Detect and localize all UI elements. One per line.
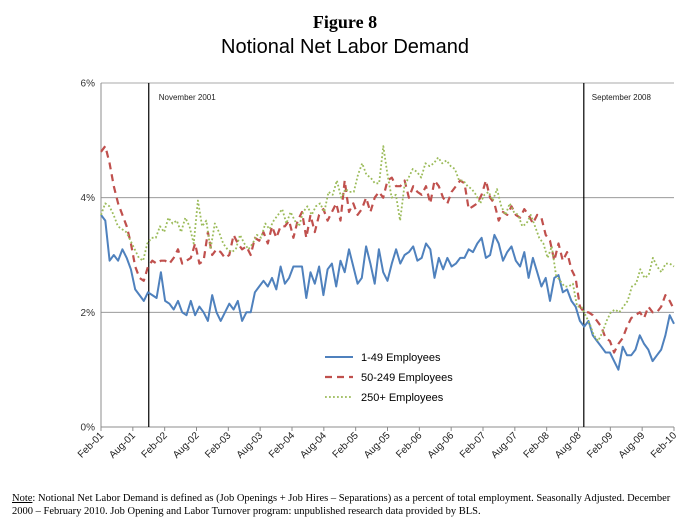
- x-tick-label: Aug-04: [298, 430, 329, 461]
- series-line-2: [100, 145, 675, 354]
- x-tick-label: Feb-04: [267, 430, 297, 460]
- series-lines: [100, 145, 675, 371]
- x-tick-label: Feb-05: [331, 430, 361, 460]
- series-line-1: [100, 214, 675, 371]
- legend-label: 1-49 Employees: [361, 352, 441, 364]
- x-tick-label: Feb-01: [76, 430, 106, 460]
- x-tick-label: Feb-03: [203, 430, 233, 460]
- chart-title: Notional Net Labor Demand: [221, 36, 469, 58]
- figure-label: Figure 8: [312, 12, 378, 32]
- x-tick-label: Aug-02: [171, 430, 202, 461]
- x-tick-label: Feb-07: [458, 430, 488, 460]
- x-tick-label: Aug-08: [553, 430, 584, 461]
- y-axis-ticks: 0% 2% 4% 6%: [81, 79, 96, 434]
- y-tick-label: 4%: [81, 193, 96, 204]
- footnote-text: : Notional Net Labor Demand is defined a…: [12, 493, 671, 517]
- series-line-3: [100, 145, 675, 342]
- x-tick-label: Aug-05: [362, 430, 393, 461]
- event-label: November 2001: [159, 93, 216, 102]
- line-chart: 0%2%4%6% Feb-01 Aug-01 Feb-02 Aug-02 Feb-03 A…: [76, 79, 679, 461]
- x-tick-label: Feb-06: [394, 430, 424, 460]
- x-tick-label: Feb-02: [140, 430, 170, 460]
- event-label: September 2008: [592, 93, 652, 102]
- x-tick-label: Aug-06: [426, 430, 457, 461]
- event-markers: November 2001 September 2008: [148, 83, 652, 427]
- x-axis-ticks: Feb-01 Aug-01 Feb-02 Aug-02 Feb-03 Aug-03 Feb-…: [76, 427, 679, 461]
- legend-label: 250+ Employees: [361, 392, 444, 404]
- y-tick-label: 2%: [81, 308, 96, 319]
- x-tick-label: Aug-09: [617, 430, 648, 461]
- x-tick-label: Feb-08: [522, 430, 552, 460]
- x-tick-label: Feb-09: [585, 430, 615, 460]
- x-tick-label: Aug-03: [235, 430, 266, 461]
- footnote: Note: Notional Net Labor Demand is defin…: [12, 492, 682, 518]
- x-tick-label: Aug-01: [107, 430, 138, 461]
- legend-label: 50-249 Employees: [361, 372, 453, 384]
- x-tick-label: Aug-07: [489, 430, 520, 461]
- y-tick-label: 0%: [81, 423, 96, 434]
- footnote-key: Note: [12, 493, 33, 504]
- legend: 1-49 Employees 50-249 Employees 250+ Emplo…: [325, 352, 453, 404]
- x-tick-label: Feb-10: [649, 430, 679, 460]
- y-tick-label: 6%: [81, 79, 96, 90]
